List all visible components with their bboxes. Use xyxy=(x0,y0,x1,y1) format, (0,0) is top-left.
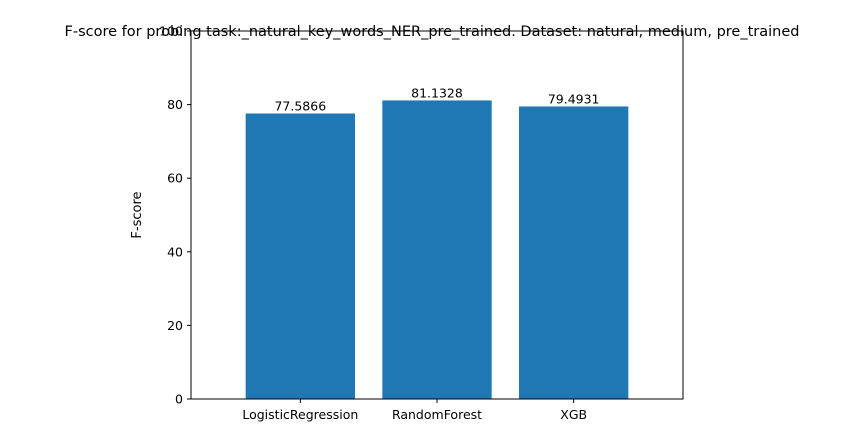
bar-LogisticRegression xyxy=(245,113,355,399)
y-axis-label: F-score xyxy=(130,191,145,238)
plot-frame xyxy=(190,30,684,400)
y-tick-label: 40 xyxy=(167,244,183,259)
y-tick-label: 0 xyxy=(175,392,183,407)
y-tick-label: 100 xyxy=(159,24,183,39)
bar-RandomForest xyxy=(382,100,492,399)
bar-XGB xyxy=(519,106,629,399)
value-label: 77.5866 xyxy=(274,98,326,113)
y-tick-label: 80 xyxy=(167,97,183,112)
bars-group xyxy=(245,100,629,399)
x-tick-label: LogisticRegression xyxy=(242,407,358,422)
x-tick-label: XGB xyxy=(560,407,587,422)
y-tick-label: 60 xyxy=(167,171,183,186)
y-tick-label: 20 xyxy=(167,318,183,333)
value-label: 79.4931 xyxy=(548,91,600,106)
y-axis: 0 20 40 60 80 100 xyxy=(159,24,191,407)
value-label: 81.1328 xyxy=(411,85,463,100)
chart-title: F-score for probing task:_natural_key_wo… xyxy=(65,24,800,40)
value-labels-group: 77.5866 81.1328 79.4931 xyxy=(274,85,599,113)
x-tick-label: RandomForest xyxy=(392,407,482,422)
x-axis: LogisticRegression RandomForest XGB xyxy=(242,399,587,422)
